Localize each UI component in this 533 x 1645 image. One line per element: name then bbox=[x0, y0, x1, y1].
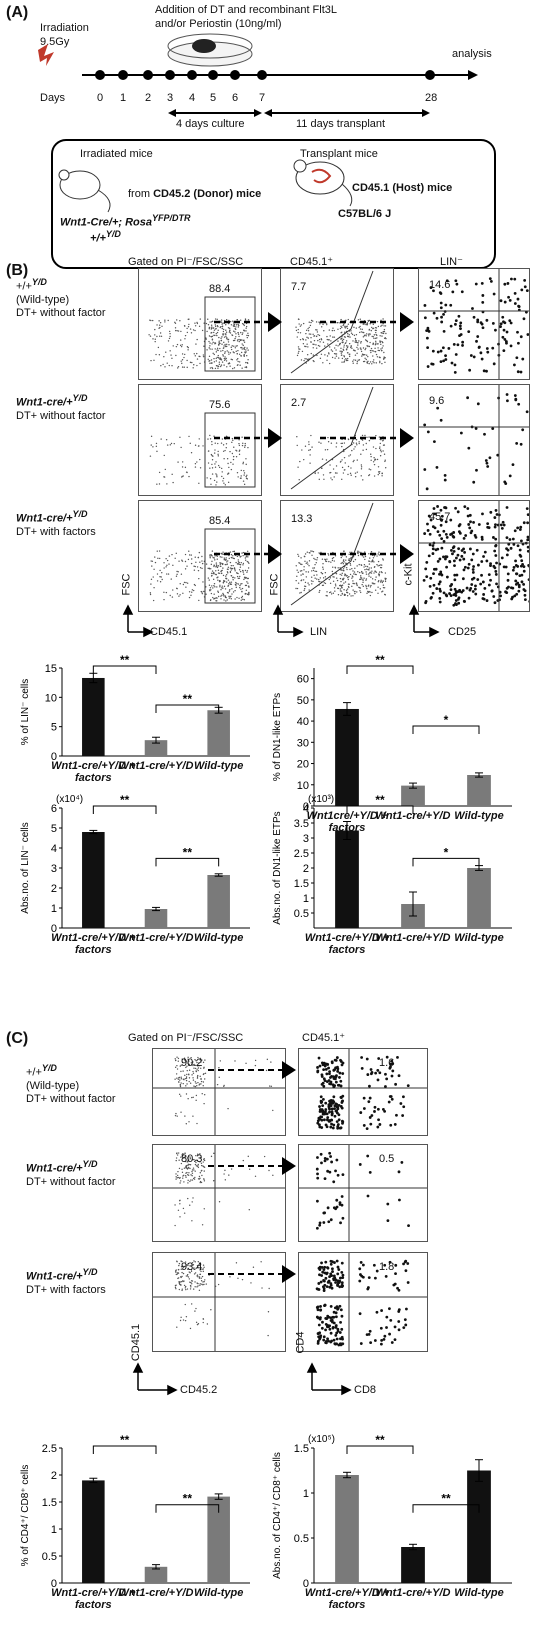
y-tick-label: 1.5 bbox=[42, 1497, 57, 1509]
bar bbox=[335, 1475, 359, 1583]
y-tick-label: 0.5 bbox=[42, 1551, 57, 1563]
y-tick-label: 1.5 bbox=[294, 1443, 309, 1455]
bar bbox=[467, 1471, 491, 1584]
x-category-label: Wild-type bbox=[171, 1587, 267, 1599]
bar bbox=[82, 1480, 105, 1583]
significance-stars: ** bbox=[183, 1492, 193, 1506]
y-axis-label: % of CD4⁺/ CD8⁺ cells bbox=[20, 1465, 31, 1567]
x-category-label: Wild-type bbox=[431, 1587, 527, 1599]
y-tick-label: 1 bbox=[51, 1524, 57, 1536]
significance-stars: ** bbox=[120, 1433, 130, 1447]
significance-bracket bbox=[93, 1446, 156, 1454]
y-axis-label: Abs.no. of CD4⁺/ CD8⁺ cells bbox=[272, 1452, 283, 1579]
significance-bracket bbox=[347, 1446, 413, 1454]
c-axis-arrows bbox=[0, 0, 533, 1420]
y-tick-label: 1 bbox=[303, 1488, 309, 1500]
y-tick-label: 2 bbox=[51, 1470, 57, 1482]
bar bbox=[401, 1547, 425, 1583]
y-tick-label: 2.5 bbox=[42, 1443, 57, 1455]
y-unit-label: (x10⁵) bbox=[308, 1434, 335, 1445]
y-tick-label: 0.5 bbox=[294, 1533, 309, 1545]
significance-stars: ** bbox=[375, 1433, 385, 1447]
significance-stars: ** bbox=[441, 1492, 451, 1506]
